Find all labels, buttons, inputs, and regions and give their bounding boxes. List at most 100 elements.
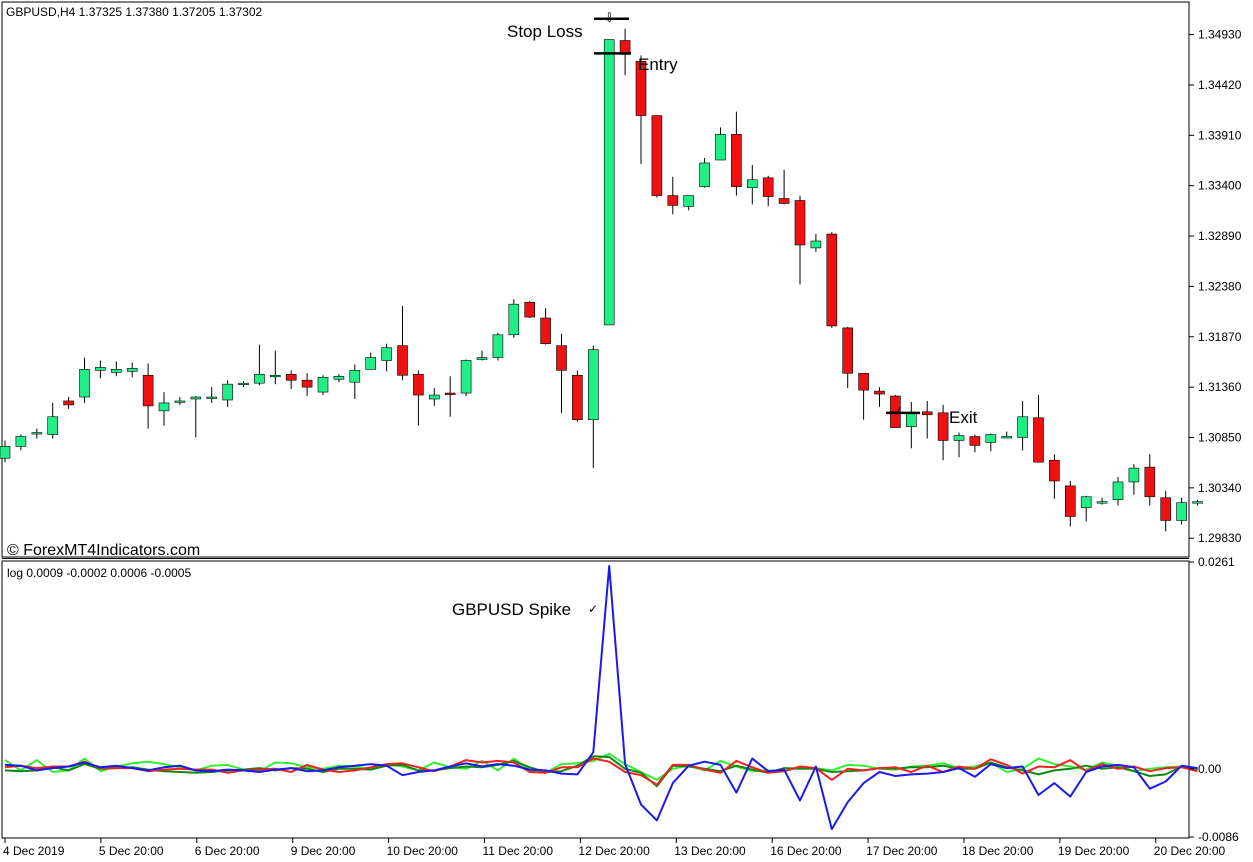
bear-candle (1144, 466, 1156, 498)
symbol-info: GBPUSD,H4 1.37325 1.37380 1.37205 1.3730… (6, 5, 263, 19)
time-tick-label: 20 Dec 20:00 (1154, 844, 1226, 858)
indicator-tick-label: 0.0261 (1198, 555, 1235, 569)
price-tick-label: 1.30850 (1198, 431, 1242, 445)
checkmark-icon: ✓ (588, 602, 598, 616)
bear-candle (874, 390, 885, 395)
bull-candle (587, 349, 599, 421)
bull-candle (31, 432, 43, 435)
bull-candle (1001, 436, 1013, 439)
bear-candle (921, 411, 933, 416)
bear-candle (1160, 497, 1171, 521)
green-line-series (4, 755, 1198, 788)
price-tick-label: 1.32380 (1198, 279, 1242, 293)
bear-candle (762, 177, 774, 197)
time-tick-label: 12 Dec 20:00 (578, 844, 650, 858)
bull-candle (953, 435, 965, 441)
bull-candle (1176, 502, 1187, 521)
time-tick-label: 16 Dec 20:00 (770, 844, 842, 858)
stop-loss-label: Stop Loss (507, 22, 583, 41)
bear-candle (778, 198, 790, 204)
bear-candle (731, 134, 742, 187)
bull-candle (1112, 481, 1124, 501)
time-tick-label: 5 Dec 20:00 (99, 844, 164, 858)
price-tick-label: 1.33400 (1198, 179, 1242, 193)
bear-candle (1049, 459, 1060, 482)
entry-label: Entry (638, 55, 678, 74)
bull-candle (269, 374, 281, 378)
bull-candle (699, 162, 710, 187)
exit-label: Exit (949, 408, 978, 427)
price-tick-label: 1.33910 (1198, 128, 1242, 142)
spike-label: GBPUSD Spike (452, 600, 571, 619)
bull-candle (1017, 416, 1028, 438)
price-panel-frame (1, 1, 1190, 558)
indicator-tick-label: -0.0086 (1198, 830, 1239, 844)
bull-candle (905, 412, 917, 427)
price-tick-label: 1.31360 (1198, 380, 1242, 394)
bear-candle (826, 233, 838, 327)
bull-candle (15, 436, 27, 447)
time-tick-label: 19 Dec 20:00 (1058, 844, 1130, 858)
bear-candle (285, 373, 297, 381)
indicator-panel-frame (1, 560, 1190, 839)
bull-candle (254, 373, 265, 384)
watermark: © ForexMT4Indicators.com (7, 542, 200, 559)
bull-candle (985, 434, 997, 443)
time-tick-label: 4 Dec 2019 (3, 844, 65, 858)
price-axis[interactable]: 1.34930 1.34420 1.33910 1.33400 1.32890 1.323… (1189, 28, 1242, 546)
bull-candle (1192, 501, 1203, 504)
bear-candle (444, 392, 456, 395)
candle-series (0, 28, 1203, 532)
bear-candle (556, 345, 567, 371)
bull-candle (174, 400, 186, 403)
bull-candle (238, 382, 249, 385)
bear-candle (858, 373, 869, 391)
time-axis[interactable]: 4 Dec 2019 5 Dec 20:00 6 Dec 20:00 9 Dec 20… (3, 838, 1226, 858)
bear-candle (63, 400, 74, 406)
indicator-tick-label: 0.00 (1198, 762, 1222, 776)
bear-candle (635, 60, 647, 116)
bear-candle (969, 436, 981, 446)
bear-candle (142, 374, 154, 407)
bear-candle (1033, 417, 1044, 463)
bull-candle (1080, 496, 1092, 508)
exit-annotation: Exit ✓ (886, 404, 978, 427)
entry-annotation: Entry (594, 52, 678, 74)
bull-candle (126, 368, 138, 372)
bull-candle (111, 369, 122, 373)
time-tick-label: 11 Dec 20:00 (483, 844, 554, 858)
price-tick-label: 1.29830 (1198, 531, 1242, 545)
price-tick-label: 1.31870 (1198, 330, 1242, 344)
bull-candle (428, 394, 440, 400)
bear-candle (413, 373, 424, 396)
price-tick-label: 1.30340 (1198, 481, 1242, 495)
bull-candle (206, 396, 217, 399)
bull-candle (95, 367, 106, 371)
bull-candle (333, 375, 345, 380)
bull-candle (810, 240, 822, 249)
red-line-series (4, 757, 1198, 786)
bear-candle (651, 115, 663, 196)
indicator-header: log 0.0009 -0.0002 0.0006 -0.0005 (7, 566, 191, 580)
bull-candle (158, 402, 170, 412)
bull-candle (603, 39, 615, 326)
bear-candle (572, 374, 583, 421)
bear-candle (524, 301, 536, 318)
indicator-lines (4, 565, 1198, 831)
bear-candle (937, 412, 949, 441)
stop-loss-annotation: Stop Loss ⇩ (507, 10, 629, 41)
bull-candle (0, 446, 11, 459)
bull-candle (190, 396, 202, 400)
bear-candle (397, 345, 408, 376)
bull-candle (683, 195, 695, 207)
indicator-axis[interactable]: 0.0261 0.00 -0.0086 (1189, 555, 1239, 844)
price-tick-label: 1.32890 (1198, 229, 1242, 243)
time-tick-label: 13 Dec 20:00 (674, 844, 746, 858)
down-arrow-icon: ⇩ (604, 10, 615, 25)
bull-candle (47, 416, 59, 435)
bull-candle (365, 357, 377, 370)
time-tick-label: 18 Dec 20:00 (962, 844, 1034, 858)
price-tick-label: 1.34930 (1198, 28, 1242, 42)
